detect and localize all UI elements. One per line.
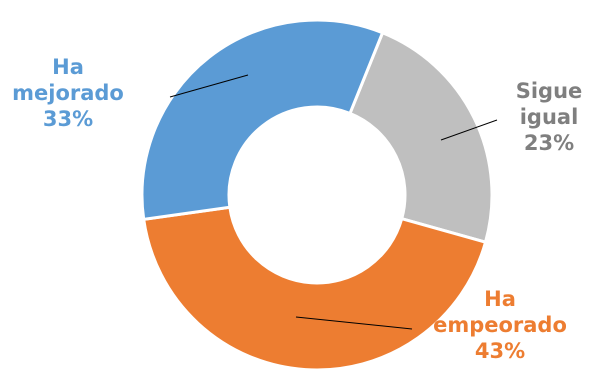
leader-line-ha-empeorado [295, 316, 413, 330]
data-label-line: 43% [475, 339, 525, 363]
data-label-line: 33% [43, 107, 93, 131]
slice-sigue-igual [348, 30, 494, 245]
slice-ha-empeorado [142, 205, 488, 372]
data-label-sigue-igual: Sigue igual 23% [516, 79, 583, 155]
data-label-line: empeorado [433, 313, 567, 337]
data-label-line: mejorado [12, 81, 124, 105]
leader-lines [169, 74, 498, 330]
leader-line-ha-mejorado [169, 74, 249, 98]
data-label-line: Ha [484, 287, 516, 311]
data-label-line: Ha [52, 55, 84, 79]
slice-ha-mejorado [140, 18, 385, 222]
data-label-line: 23% [524, 131, 574, 155]
data-label-ha-mejorado: Ha mejorado 33% [12, 55, 124, 131]
data-labels: Sigue igual 23%Ha empeorado 43%Ha mejorado 33% [12, 55, 582, 363]
donut-slices [140, 18, 494, 372]
data-label-ha-empeorado: Ha empeorado 43% [433, 287, 567, 363]
data-label-line: Sigue [516, 79, 583, 103]
leader-line-sigue-igual [440, 119, 498, 141]
data-label-line: igual [520, 105, 579, 129]
